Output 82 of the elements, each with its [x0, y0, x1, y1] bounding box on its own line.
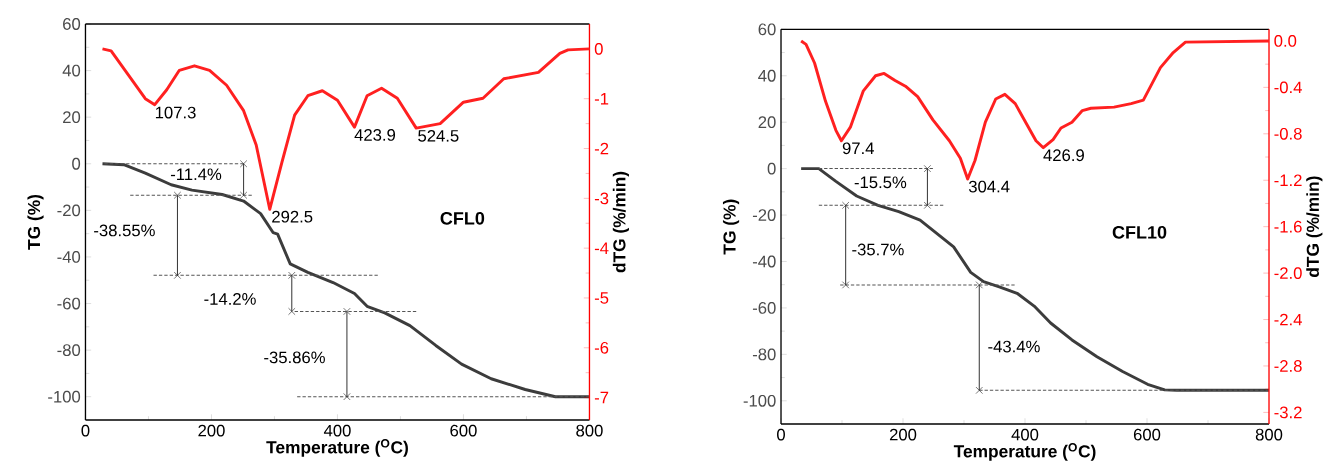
x-tick-label: 0: [81, 424, 90, 437]
y2-tick-label: -1.2: [1274, 174, 1302, 187]
y-tick-label: -20: [752, 209, 776, 221]
y-tick-label: 0: [767, 162, 776, 175]
y2-tick-label: 0: [594, 43, 603, 55]
annotation: 107.3: [155, 106, 196, 119]
point: [343, 393, 351, 401]
y2-tick-label: -1.6: [1274, 220, 1302, 233]
x-tick-label: 400: [323, 424, 351, 437]
y2-tick-label: -5: [594, 292, 609, 304]
y-tick-label: -40: [57, 251, 81, 263]
x-tick-label: 200: [198, 424, 225, 437]
y-tick-label: 20: [63, 111, 81, 124]
point: [239, 160, 248, 168]
annotation: -38.55%: [94, 224, 155, 237]
point: [288, 307, 296, 316]
point: [923, 201, 932, 209]
annotation: -35.7%: [852, 243, 904, 256]
annotation: CFL10: [1112, 225, 1167, 239]
y2-tick-label: -2.4: [1274, 313, 1302, 326]
point: [173, 191, 182, 199]
annotation: 304.4: [968, 180, 1010, 193]
point: [239, 191, 248, 199]
y-tick-label: -20: [57, 204, 81, 217]
y-tick-label: -100: [743, 394, 776, 407]
point: [923, 164, 932, 173]
x-tick-label: 400: [1011, 428, 1039, 441]
annotation: -43.4%: [988, 340, 1040, 353]
y2-tick-label: -7: [594, 391, 609, 404]
annotation: -11.4%: [170, 168, 222, 181]
annotation: 97.4: [842, 142, 874, 155]
y2-tick-label: -4: [594, 242, 609, 254]
point: [975, 386, 983, 394]
y2-tick-label: -0.4: [1274, 81, 1302, 94]
y-tick-label: 20: [758, 116, 776, 129]
y2-axis-title: dTG (%/min): [612, 171, 629, 273]
x-tick-label: 200: [889, 428, 917, 441]
x-tick-label: 600: [1133, 428, 1161, 441]
y2-axis-title: dTG (%/min): [1306, 176, 1323, 277]
y2-tick-label: -2.0: [1274, 267, 1302, 279]
y-tick-label: 60: [758, 23, 776, 36]
y2-tick-label: -1: [594, 92, 609, 105]
annotation: 426.9: [1043, 149, 1084, 162]
x-tick-label: 0: [777, 428, 785, 441]
y-tick-label: -40: [752, 255, 776, 268]
y-tick-label: 40: [758, 69, 776, 82]
point: [173, 271, 182, 279]
point: [842, 281, 850, 289]
y2-tick-label: -3: [594, 192, 609, 205]
x-tick-label: 800: [576, 424, 603, 437]
point: [975, 281, 983, 289]
y-axis-title: TG (%): [27, 194, 44, 250]
line-series: [101, 47, 591, 211]
y2-tick-label: -0.8: [1274, 127, 1302, 140]
annotation: 292.5: [272, 210, 313, 223]
x-tick-label: 800: [1255, 428, 1283, 441]
annotation: -15.5%: [854, 176, 907, 189]
point: [842, 201, 850, 209]
y-tick-label: -80: [57, 344, 81, 357]
annotation: CFL0: [440, 211, 485, 225]
y-tick-label: -100: [48, 390, 81, 403]
y-tick-label: 0: [72, 157, 81, 170]
y-tick-label: -80: [752, 348, 776, 361]
point: [288, 271, 296, 279]
annotation: -35.86%: [264, 351, 325, 364]
x-tick-label: 600: [450, 424, 477, 437]
y-tick-label: 60: [63, 18, 81, 30]
y-tick-label: -60: [752, 302, 776, 314]
x-axis-title: Temperature ($^{O}$C): [953, 443, 1096, 461]
annotation: 524.5: [418, 129, 459, 142]
annotation: -14.2%: [204, 293, 256, 305]
point: [343, 307, 351, 316]
x-axis-title: Temperature ($^{O}$C): [266, 439, 408, 457]
y2-tick-label: -6: [594, 341, 609, 354]
annotation: 423.9: [354, 129, 396, 141]
y2-tick-label: 0.0: [1274, 35, 1297, 47]
y-tick-label: 40: [62, 64, 81, 77]
y-tick-label: -60: [57, 297, 81, 310]
y2-tick-label: -3.2: [1274, 406, 1302, 419]
y-axis-title: TG (%): [722, 199, 740, 255]
y2-tick-label: -2.8: [1274, 360, 1302, 372]
y2-tick-label: -2: [594, 142, 609, 155]
